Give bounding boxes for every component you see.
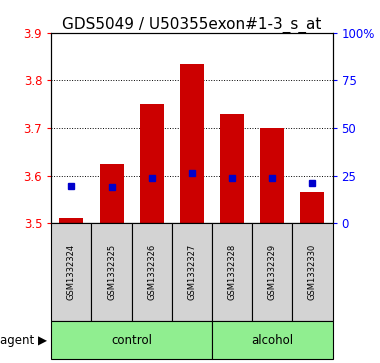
Text: GSM1332325: GSM1332325 bbox=[107, 244, 116, 300]
Text: GSM1332327: GSM1332327 bbox=[187, 244, 196, 300]
Bar bbox=[51, 223, 92, 321]
Bar bbox=[220, 114, 244, 223]
Text: agent ▶: agent ▶ bbox=[0, 334, 48, 347]
Text: alcohol: alcohol bbox=[251, 334, 293, 347]
Text: GSM1332329: GSM1332329 bbox=[268, 244, 277, 300]
Bar bbox=[260, 128, 284, 223]
Text: GSM1332324: GSM1332324 bbox=[67, 244, 76, 300]
Bar bbox=[252, 223, 292, 321]
Bar bbox=[212, 321, 332, 359]
Text: GSM1332326: GSM1332326 bbox=[147, 244, 156, 300]
Text: GSM1332330: GSM1332330 bbox=[308, 244, 317, 300]
Bar bbox=[131, 223, 172, 321]
Bar bbox=[212, 223, 252, 321]
Bar bbox=[100, 164, 124, 223]
Bar bbox=[300, 192, 325, 223]
Bar bbox=[180, 64, 204, 223]
Bar bbox=[59, 219, 84, 223]
Bar bbox=[51, 321, 212, 359]
Bar bbox=[140, 104, 164, 223]
Text: GSM1332328: GSM1332328 bbox=[228, 244, 237, 300]
Bar bbox=[292, 223, 332, 321]
Text: control: control bbox=[111, 334, 152, 347]
Bar bbox=[92, 223, 131, 321]
Bar bbox=[172, 223, 212, 321]
Title: GDS5049 / U50355exon#1-3_s_at: GDS5049 / U50355exon#1-3_s_at bbox=[62, 16, 321, 33]
